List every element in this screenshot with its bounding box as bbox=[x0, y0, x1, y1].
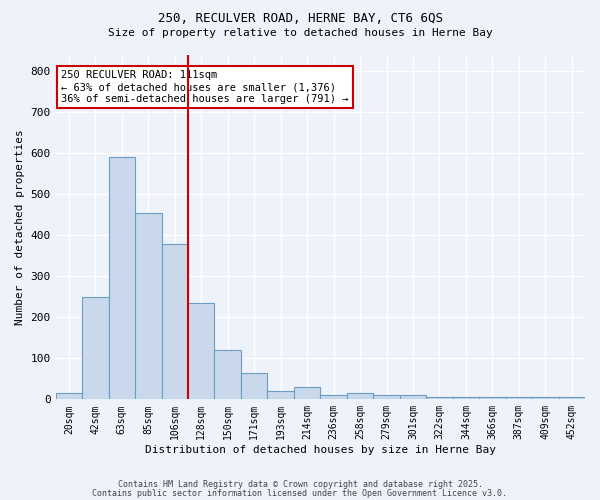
Y-axis label: Number of detached properties: Number of detached properties bbox=[15, 130, 25, 325]
Bar bbox=[347, 393, 373, 400]
Bar bbox=[188, 303, 214, 400]
Bar bbox=[161, 244, 188, 400]
Text: 250 RECULVER ROAD: 111sqm
← 63% of detached houses are smaller (1,376)
36% of se: 250 RECULVER ROAD: 111sqm ← 63% of detac… bbox=[61, 70, 349, 104]
Bar bbox=[426, 398, 452, 400]
Bar bbox=[479, 398, 506, 400]
X-axis label: Distribution of detached houses by size in Herne Bay: Distribution of detached houses by size … bbox=[145, 445, 496, 455]
Text: Contains HM Land Registry data © Crown copyright and database right 2025.: Contains HM Land Registry data © Crown c… bbox=[118, 480, 482, 489]
Bar bbox=[214, 350, 241, 400]
Bar bbox=[294, 387, 320, 400]
Bar bbox=[135, 213, 161, 400]
Bar bbox=[320, 395, 347, 400]
Bar bbox=[241, 372, 268, 400]
Bar bbox=[559, 398, 585, 400]
Text: 250, RECULVER ROAD, HERNE BAY, CT6 6QS: 250, RECULVER ROAD, HERNE BAY, CT6 6QS bbox=[157, 12, 443, 26]
Bar bbox=[109, 158, 135, 400]
Text: Contains public sector information licensed under the Open Government Licence v3: Contains public sector information licen… bbox=[92, 489, 508, 498]
Bar bbox=[56, 393, 82, 400]
Bar bbox=[532, 398, 559, 400]
Bar bbox=[506, 398, 532, 400]
Bar bbox=[268, 391, 294, 400]
Bar bbox=[452, 398, 479, 400]
Bar bbox=[400, 395, 426, 400]
Bar bbox=[82, 297, 109, 400]
Bar bbox=[373, 395, 400, 400]
Text: Size of property relative to detached houses in Herne Bay: Size of property relative to detached ho… bbox=[107, 28, 493, 38]
